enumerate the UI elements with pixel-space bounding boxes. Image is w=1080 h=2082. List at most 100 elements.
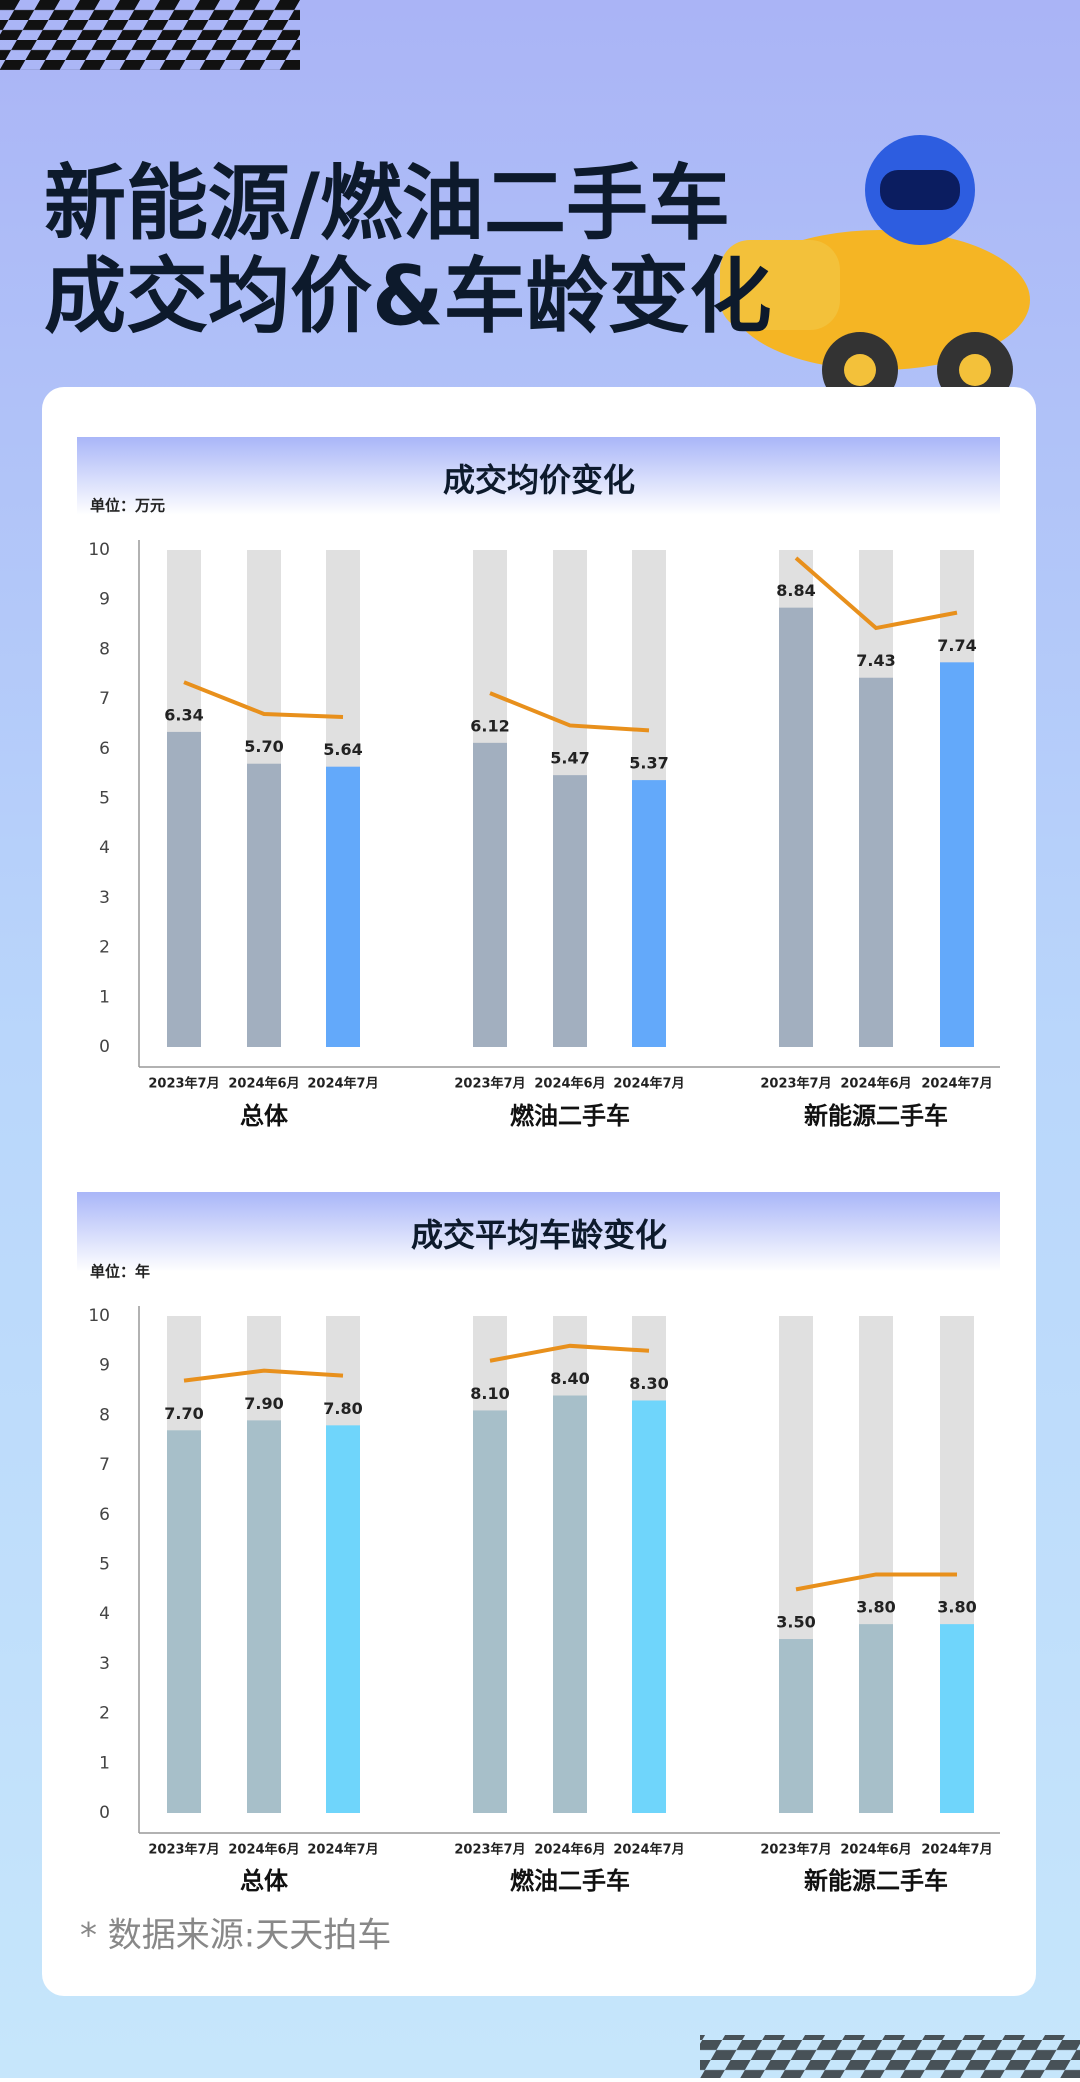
value-label: 5.70	[244, 737, 283, 756]
group-label: 燃油二手车	[510, 1102, 630, 1130]
y-tick-label: 6	[99, 739, 110, 759]
value-label: 6.12	[470, 716, 509, 735]
y-tick-label: 9	[99, 590, 110, 610]
bar	[326, 766, 360, 1047]
y-tick-label: 2	[99, 938, 110, 958]
value-label: 3.80	[937, 1598, 976, 1617]
x-tick-label: 2023年7月	[148, 1842, 219, 1858]
value-label: 3.50	[776, 1613, 815, 1632]
y-tick-label: 3	[99, 888, 110, 908]
x-tick-label: 2023年7月	[454, 1842, 525, 1858]
trend-line	[489, 691, 650, 733]
value-label: 3.80	[856, 1598, 895, 1617]
x-tick-label: 2024年6月	[534, 1076, 605, 1092]
bar	[632, 1400, 666, 1813]
car-illustration	[720, 135, 1030, 408]
y-tick-label: 5	[99, 1555, 110, 1575]
bar	[326, 1425, 360, 1813]
y-tick-label: 7	[99, 689, 110, 709]
trend-line	[183, 1368, 344, 1383]
y-tick-label: 3	[99, 1654, 110, 1674]
bar	[779, 607, 813, 1047]
value-label: 7.70	[164, 1404, 203, 1423]
unit-label: 单位：年	[90, 1263, 150, 1281]
x-tick-label: 2024年6月	[228, 1076, 299, 1092]
x-tick-label: 2024年7月	[921, 1842, 992, 1858]
x-tick-label: 2024年7月	[307, 1842, 378, 1858]
value-label: 7.90	[244, 1394, 283, 1413]
page-title: 成交均价&车龄变化	[44, 249, 772, 344]
checker-flag	[700, 2035, 1080, 2078]
group-label: 新能源二手车	[804, 1102, 948, 1130]
value-label: 7.80	[323, 1399, 362, 1418]
bar	[779, 1639, 813, 1813]
value-label: 7.74	[937, 636, 976, 655]
x-tick-label: 2024年6月	[228, 1842, 299, 1858]
x-tick-label: 2024年7月	[613, 1842, 684, 1858]
x-tick-label: 2024年7月	[921, 1076, 992, 1092]
trend-line	[794, 556, 958, 631]
unit-label: 单位：万元	[90, 497, 165, 515]
value-label: 8.40	[550, 1369, 589, 1388]
x-tick-label: 2024年7月	[307, 1076, 378, 1092]
value-label: 5.37	[629, 754, 668, 773]
chart-title: 成交均价变化	[443, 461, 635, 499]
x-tick-label: 2023年7月	[148, 1076, 219, 1092]
y-tick-label: 0	[99, 1037, 110, 1057]
bar	[473, 1410, 507, 1813]
bar	[859, 1624, 893, 1813]
bar	[247, 763, 281, 1047]
bar	[553, 1395, 587, 1813]
group-label: 总体	[240, 1867, 289, 1895]
x-tick-label: 2024年6月	[534, 1842, 605, 1858]
bar	[632, 780, 666, 1047]
x-tick-label: 2023年7月	[454, 1076, 525, 1092]
bar	[167, 1430, 201, 1813]
y-tick-label: 10	[88, 540, 110, 560]
bar	[859, 677, 893, 1047]
chart-title: 成交平均车龄变化	[411, 1216, 667, 1254]
y-tick-label: 1	[99, 1753, 110, 1773]
group-label: 燃油二手车	[510, 1867, 630, 1895]
bar	[940, 1624, 974, 1813]
y-tick-label: 5	[99, 789, 110, 809]
group-label: 新能源二手车	[804, 1867, 948, 1895]
trend-line	[795, 1572, 957, 1592]
bar	[940, 662, 974, 1047]
x-tick-label: 2024年6月	[840, 1076, 911, 1092]
y-tick-label: 4	[99, 1604, 110, 1624]
y-tick-label: 0	[99, 1803, 110, 1823]
y-tick-label: 4	[99, 838, 110, 858]
y-tick-label: 10	[88, 1306, 110, 1326]
x-tick-label: 2024年6月	[840, 1842, 911, 1858]
bar	[167, 731, 201, 1047]
value-label: 8.10	[470, 1384, 509, 1403]
x-tick-label: 2023年7月	[760, 1842, 831, 1858]
y-tick-label: 6	[99, 1505, 110, 1525]
value-label: 6.34	[164, 705, 203, 724]
y-tick-label: 9	[99, 1356, 110, 1376]
header-band	[77, 437, 1000, 515]
source-note: * 数据来源:天天拍车	[80, 1916, 391, 1956]
y-tick-label: 8	[99, 1405, 110, 1425]
x-tick-label: 2024年7月	[613, 1076, 684, 1092]
header-band	[77, 1192, 1000, 1272]
x-tick-label: 2023年7月	[760, 1076, 831, 1092]
value-label: 7.43	[856, 651, 895, 670]
value-label: 8.30	[629, 1374, 668, 1393]
checker-flag	[0, 0, 300, 70]
bar	[247, 1420, 281, 1813]
page-title: 新能源/燃油二手车	[44, 156, 730, 251]
y-tick-label: 8	[99, 639, 110, 659]
trend-line	[183, 680, 344, 719]
value-label: 5.64	[323, 740, 362, 759]
value-label: 8.84	[776, 581, 815, 600]
bar	[553, 775, 587, 1047]
y-tick-label: 2	[99, 1704, 110, 1724]
trend-line	[489, 1343, 650, 1363]
group-label: 总体	[240, 1102, 289, 1130]
value-label: 5.47	[550, 749, 589, 768]
y-tick-label: 1	[99, 987, 110, 1007]
